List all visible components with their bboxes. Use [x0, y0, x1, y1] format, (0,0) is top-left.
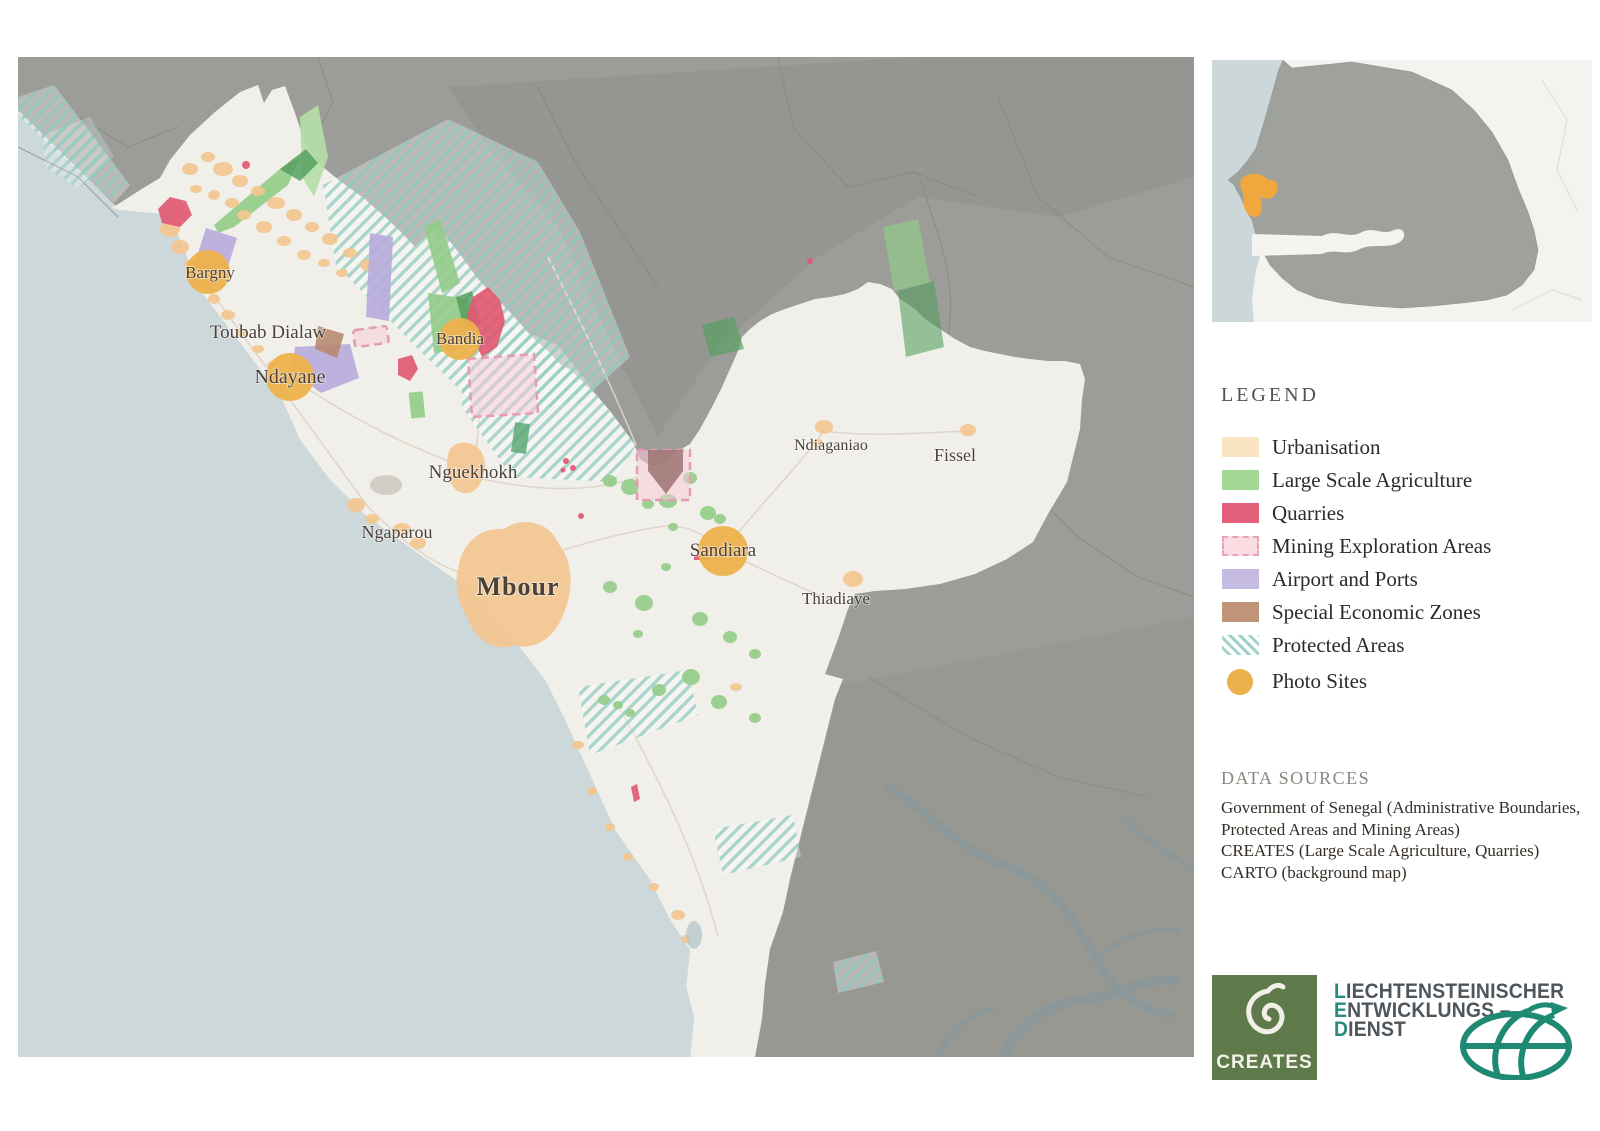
legend-label: Airport and Ports — [1272, 566, 1418, 591]
inset-canvas — [1212, 59, 1592, 322]
data-sources-text: Government of Senegal (Administrative Bo… — [1221, 797, 1593, 883]
main-map-canvas: Bargny Toubab Dialaw Ndayane Bandia Ngue… — [18, 57, 1194, 1057]
photo-site-bargny — [186, 250, 230, 294]
inset-gambia-gap — [1252, 229, 1405, 256]
legend-label: Mining Exploration Areas — [1272, 533, 1492, 558]
photo-sites — [186, 250, 748, 576]
legend-item-quarries: Quarries — [1222, 500, 1491, 525]
dark-grey-patch-north — [448, 57, 1194, 437]
joal-lagoon — [686, 921, 702, 949]
photo-site-bandia — [439, 318, 481, 360]
place-labels: Bargny Toubab Dialaw Ndayane Bandia Ngue… — [184, 262, 977, 609]
data-source-line: CARTO (background map) — [1221, 862, 1407, 882]
map-label-mbour: Mbour — [477, 572, 560, 601]
sez-swatch — [1222, 602, 1259, 622]
inset-study-area-highlight — [1240, 173, 1278, 218]
quarries-swatch — [1222, 503, 1259, 523]
led-logo: LIECHTENSTEINISCHER ENTWICKLUNGS – DIENS… — [1334, 979, 1590, 1041]
data-source-line: CREATES (Large Scale Agriculture, Quarri… — [1221, 841, 1540, 860]
map-label-sandiara: Sandiara — [690, 540, 757, 561]
legend: Urbanisation Large Scale Agriculture Qua… — [1222, 434, 1492, 708]
map-label-nguekhokh: Nguekhokh — [429, 462, 518, 483]
legend-label: Photo Sites — [1272, 669, 1368, 693]
legend-title: LEGEND — [1221, 384, 1319, 406]
creates-logo-text: CREATES — [1216, 1052, 1313, 1073]
legend-item-mining: Mining Exploration Areas — [1222, 533, 1492, 558]
map-label-toubab-dialaw: Toubab Dialaw — [210, 322, 327, 343]
special-economic-zones — [315, 326, 683, 494]
led-logo-line: LIECHTENSTEINISCHER — [1334, 979, 1565, 1003]
senegal-inset-map — [1212, 59, 1592, 322]
map-label-bargny: Bargny — [185, 263, 235, 282]
legend-item-protected-areas: Protected Areas — [1222, 632, 1491, 657]
photo-site-sandiara — [698, 526, 748, 576]
rivers — [884, 783, 1194, 1057]
inset-admin-lines — [1511, 79, 1583, 311]
led-logo-line: ENTWICKLUNGS – — [1334, 998, 1511, 1022]
legend-item-agriculture: Large Scale Agriculture — [1222, 467, 1491, 492]
legend-item-sez: Special Economic Zones — [1222, 599, 1491, 624]
legend-label: Protected Areas — [1272, 632, 1405, 657]
legend-label: Special Economic Zones — [1272, 599, 1481, 624]
mining-swatch — [1222, 536, 1259, 556]
protected-areas — [18, 85, 884, 993]
main-map: Bargny Toubab Dialaw Ndayane Bandia Ngue… — [18, 57, 1194, 1057]
led-logo-line: DIENST — [1334, 1017, 1407, 1041]
data-sources-title: DATA SOURCES — [1221, 768, 1371, 788]
legend-item-urbanisation: Urbanisation — [1222, 434, 1491, 459]
dark-grey-patch-southeast — [755, 617, 1194, 1057]
protected-areas-swatch — [1222, 635, 1259, 655]
agriculture-swatch — [1222, 470, 1259, 490]
urbanisation-swatch — [1222, 437, 1259, 457]
legend-label: Quarries — [1272, 500, 1345, 525]
legend-label: Large Scale Agriculture — [1272, 467, 1473, 492]
map-label-ngaparou: Ngaparou — [362, 522, 433, 542]
airport-ports-swatch — [1222, 569, 1259, 589]
map-label-ndiaganiao: Ndiaganiao — [794, 437, 868, 454]
study-area — [112, 85, 1085, 1057]
map-label-fissel: Fissel — [934, 445, 976, 465]
photo-sites-swatch — [1227, 668, 1253, 695]
led-globe-icon — [1460, 1002, 1572, 1080]
legend-item-airport-ports: Airport and Ports — [1222, 566, 1491, 591]
photo-site-ndayane — [266, 353, 314, 401]
legend-label: Urbanisation — [1272, 434, 1381, 459]
saly-built-area — [370, 475, 402, 495]
map-label-bandia: Bandia — [436, 329, 485, 348]
creates-spiral-icon — [1246, 982, 1286, 1035]
map-label-ndayane: Ndayane — [254, 366, 325, 388]
map-label-thiadiaye: Thiadiaye — [802, 589, 870, 608]
inset-ocean — [1212, 60, 1283, 322]
creates-logo: CREATES — [1212, 975, 1317, 1080]
legend-item-photo-sites: Photo Sites — [1222, 668, 1491, 695]
data-source-line: Government of Senegal (Administrative Bo… — [1221, 798, 1581, 839]
